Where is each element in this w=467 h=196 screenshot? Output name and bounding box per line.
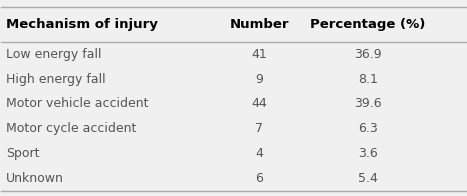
- Text: 8.1: 8.1: [358, 73, 378, 86]
- Text: 44: 44: [251, 97, 267, 111]
- Text: Unknown: Unknown: [6, 172, 64, 185]
- Text: High energy fall: High energy fall: [6, 73, 106, 86]
- Text: Motor cycle accident: Motor cycle accident: [6, 122, 136, 135]
- Text: 41: 41: [251, 48, 267, 61]
- Text: Low energy fall: Low energy fall: [6, 48, 101, 61]
- Text: Percentage (%): Percentage (%): [311, 18, 426, 31]
- Text: 6: 6: [255, 172, 263, 185]
- Text: Mechanism of injury: Mechanism of injury: [6, 18, 158, 31]
- Text: Number: Number: [229, 18, 289, 31]
- Text: Motor vehicle accident: Motor vehicle accident: [6, 97, 149, 111]
- Text: 3.6: 3.6: [358, 147, 378, 160]
- Text: 7: 7: [255, 122, 263, 135]
- Text: 9: 9: [255, 73, 263, 86]
- Text: 36.9: 36.9: [354, 48, 382, 61]
- Text: 5.4: 5.4: [358, 172, 378, 185]
- Text: 4: 4: [255, 147, 263, 160]
- Text: Sport: Sport: [6, 147, 40, 160]
- Text: 6.3: 6.3: [358, 122, 378, 135]
- Text: 39.6: 39.6: [354, 97, 382, 111]
